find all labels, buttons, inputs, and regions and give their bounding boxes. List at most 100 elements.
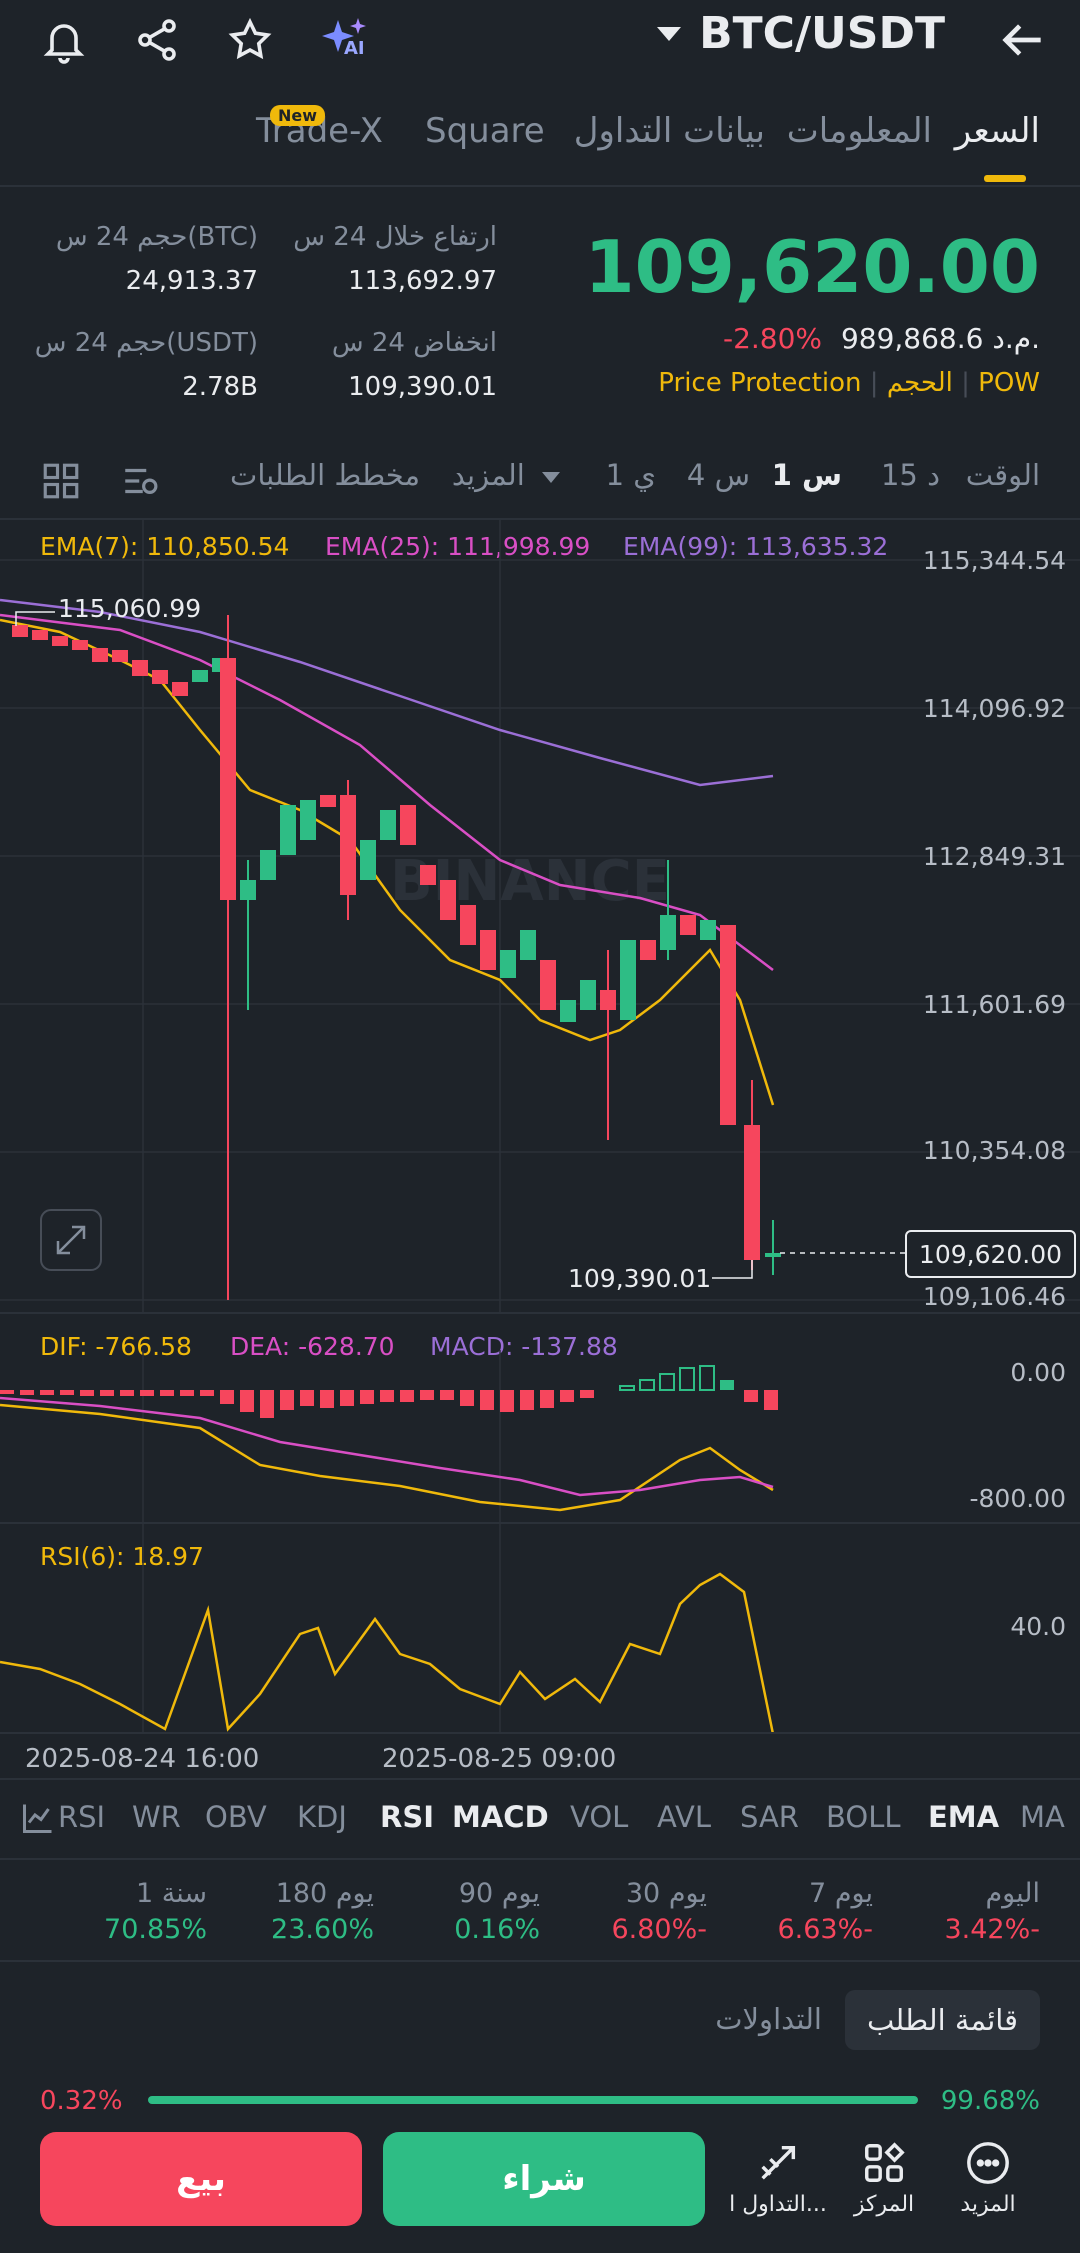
low-marker-label: 109,390.01 (568, 1264, 712, 1293)
tab-price[interactable]: السعر (954, 111, 1040, 151)
divider (0, 185, 1080, 187)
ind-boll[interactable]: BOLL (826, 1800, 901, 1834)
ai-icon[interactable]: AI (312, 8, 376, 72)
macd-axis-top: 0.00 (1010, 1358, 1066, 1387)
back-arrow-icon[interactable] (994, 12, 1050, 68)
trade-icon (761, 2145, 796, 2180)
pair-selector[interactable]: BTC/USDT (657, 8, 945, 59)
perf-value-today: 3.42%- (944, 1914, 1040, 1945)
vol-usdt-label: حجم 24 س(USDT) (34, 328, 258, 358)
current-price-tag: 109,620.00 (905, 1230, 1076, 1278)
tab-square[interactable]: Square (425, 111, 545, 151)
sell-button[interactable]: بيع (40, 2132, 362, 2226)
star-icon[interactable] (218, 8, 282, 72)
tab-order-book[interactable]: قائمة الطلب (844, 1990, 1040, 2050)
divider (0, 518, 1080, 520)
ind-wr[interactable]: WR (132, 1800, 181, 1834)
tab-info[interactable]: المعلومات (786, 111, 932, 151)
fiat-price: 989,868.6 (840, 322, 984, 355)
ema7-legend: EMA(7): 110,850.54 (40, 532, 290, 561)
macd-chart (0, 1350, 778, 1522)
nav-more[interactable]: المزيد (938, 2140, 1038, 2217)
ema99-legend: EMA(99): 113,635.32 (623, 532, 889, 561)
macd-axis-bottom: -800.00 (969, 1484, 1067, 1513)
ind-ma[interactable]: MA (1020, 1800, 1065, 1834)
time-axis-2: 2025-08-25 09:00 (382, 1744, 617, 1774)
tf-1d[interactable]: 1 ي (605, 458, 656, 492)
share-icon[interactable] (125, 8, 189, 72)
depth-chart-tab[interactable]: مخطط الطلبات (230, 458, 420, 492)
bottom-action-bar: بيع شراء التداول ا... المركز المزيد (0, 2110, 1080, 2253)
tag-price-protection[interactable]: Price Protection (658, 368, 862, 398)
perf-label-90d: 90 يوم (458, 1878, 540, 1909)
tf-15m[interactable]: 15 د (880, 458, 940, 492)
indicator-settings-icon[interactable] (120, 460, 162, 502)
chart-type-icon[interactable] (20, 1800, 56, 1840)
nav-trade-label: التداول ا... (729, 2192, 827, 2217)
vol-btc-value: 24,913.37 (125, 266, 258, 296)
divider (0, 1858, 1080, 1860)
price-axis-5: 110,354.08 (922, 1136, 1066, 1165)
top-bar: AI BTC/USDT (0, 0, 1080, 78)
ema25-legend: EMA(25): 111,998.99 (325, 532, 591, 561)
tf-more[interactable]: المزيد (452, 458, 560, 492)
change-percent: -2.80% (722, 322, 823, 355)
perf-value-30d: 6.80%- (611, 1914, 707, 1945)
perf-value-180d: 23.60% (271, 1914, 374, 1945)
nav-trade[interactable]: التداول ا... (728, 2140, 828, 2217)
tags-row: Price Protection | الحجم | POW (658, 368, 1040, 398)
ind-ema[interactable]: EMA (928, 1800, 1000, 1834)
candlestick-chart[interactable]: BINANCE (0, 520, 1080, 1312)
tf-4h[interactable]: 4 س (686, 458, 750, 492)
perf-label-180d: 180 يوم (275, 1878, 374, 1909)
buy-button[interactable]: شراء (383, 2132, 705, 2226)
perf-value-90d: 0.16% (454, 1914, 540, 1945)
ind-sar[interactable]: SAR (740, 1800, 799, 1834)
tag-pow[interactable]: POW (978, 368, 1040, 398)
ind-rsi[interactable]: RSI (380, 1800, 435, 1834)
tf-more-label: المزيد (451, 458, 525, 492)
time-label[interactable]: الوقت (965, 458, 1040, 492)
tab-trades[interactable]: التداولات (715, 2002, 822, 2036)
perf-label-30d: 30 يوم (625, 1878, 707, 1909)
perf-value-1y: 70.85% (104, 1914, 207, 1945)
divider (0, 1960, 1080, 1962)
divider (0, 1522, 1080, 1524)
bell-icon[interactable] (32, 8, 96, 72)
tag-volume[interactable]: الحجم (886, 368, 953, 398)
ind-vol[interactable]: VOL (570, 1800, 629, 1834)
layout-grid-icon[interactable] (40, 460, 82, 502)
ind-macd[interactable]: MACD (452, 1800, 549, 1834)
ind-rsi-left[interactable]: RSI (58, 1800, 106, 1834)
divider (0, 1732, 1080, 1734)
spacer (0, 440, 1080, 442)
expand-icon[interactable] (41, 1210, 101, 1270)
ai-label: AI (344, 38, 365, 59)
macd-dea: DEA: -628.70 (230, 1332, 395, 1361)
price-axis-2: 114,096.92 (922, 694, 1066, 723)
price-axis-3: 112,849.31 (922, 842, 1066, 871)
tab-trading-data[interactable]: بيانات التداول (573, 111, 765, 151)
detail-tabs: السعر المعلومات بيانات التداول Square Tr… (0, 95, 1080, 185)
time-axis-1: 2025-08-24 16:00 (25, 1744, 260, 1774)
ind-kdj[interactable]: KDJ (297, 1800, 347, 1834)
low-24h-label: انخفاض 24 س (331, 328, 497, 358)
tf-1h[interactable]: 1 س (771, 458, 842, 492)
rsi-chart (0, 1524, 775, 1734)
grid-icon (865, 2142, 905, 2182)
vol-usdt-value: 2.78B (182, 372, 258, 402)
price-axis-1: 115,344.54 (922, 546, 1066, 575)
price-axis-6: 109,106.46 (922, 1282, 1066, 1311)
active-tab-indicator (984, 175, 1026, 182)
macd-value: MACD: -137.88 (430, 1332, 618, 1361)
last-price: 109,620.00 (584, 225, 1040, 309)
high-24h-value: 113,692.97 (348, 266, 497, 296)
price-axis-4: 111,601.69 (922, 990, 1066, 1019)
ind-avl[interactable]: AVL (657, 1800, 711, 1834)
rsi-axis: 40.0 (1010, 1612, 1066, 1641)
chevron-down-icon (542, 471, 560, 483)
nav-position[interactable]: المركز (834, 2140, 934, 2217)
ind-obv[interactable]: OBV (205, 1800, 267, 1834)
perf-label-today: اليوم (985, 1878, 1040, 1909)
perf-label-7d: 7 يوم (809, 1878, 873, 1909)
